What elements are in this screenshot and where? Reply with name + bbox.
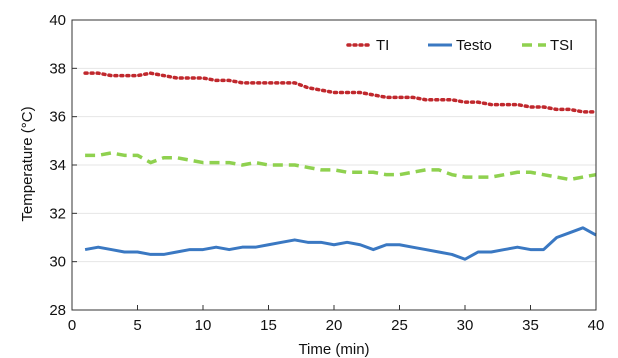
x-tick-label-0: 0 <box>68 317 76 334</box>
x-tick-label-20: 20 <box>326 317 343 334</box>
legend-label-tsi: TSI <box>550 37 573 54</box>
series-line-testo <box>84 226 597 261</box>
tick-labels: 0 5 10 15 20 25 30 35 40 28 30 32 34 36 38 40 <box>49 12 604 334</box>
series-line-tsi <box>85 151 597 182</box>
x-tick-label-10: 10 <box>195 317 212 334</box>
x-tick-label-5: 5 <box>133 317 141 334</box>
x-tick-label-25: 25 <box>391 317 408 334</box>
y-tick-label-28: 28 <box>49 302 66 319</box>
y-axis-label: Temperature (°C) <box>19 106 36 221</box>
axes <box>71 19 597 311</box>
series-layer <box>83 71 598 261</box>
legend-label-testo: Testo <box>456 37 492 54</box>
y-tick-label-32: 32 <box>49 205 66 222</box>
x-tick-label-15: 15 <box>260 317 277 334</box>
y-tick-label-30: 30 <box>49 254 66 271</box>
series-line-ti <box>83 71 598 114</box>
legend-label-ti: TI <box>376 37 389 54</box>
x-tick-label-30: 30 <box>457 317 474 334</box>
y-tick-label-40: 40 <box>49 12 66 29</box>
legend: TI Testo TSI <box>346 37 573 54</box>
y-tick-label-34: 34 <box>49 157 66 174</box>
y-tick-label-36: 36 <box>49 109 66 126</box>
x-tick-label-35: 35 <box>522 317 539 334</box>
gridlines <box>72 19 596 263</box>
x-axis-label: Time (min) <box>298 341 369 358</box>
x-tick-label-40: 40 <box>588 317 605 334</box>
y-tick-label-38: 38 <box>49 60 66 77</box>
